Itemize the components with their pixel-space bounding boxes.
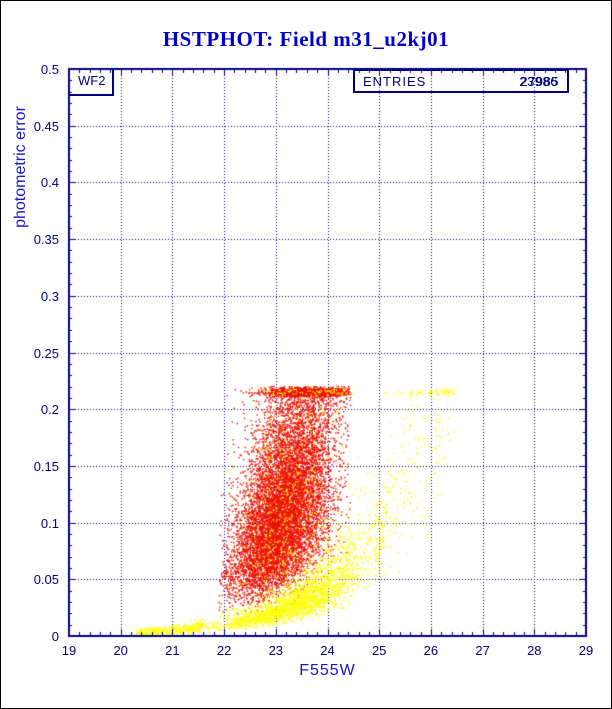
detector-label: WF2 xyxy=(78,73,106,88)
y-tick-label: 0.15 xyxy=(33,458,59,474)
entries-value-1: 27985 xyxy=(520,74,559,89)
entries-value: 27985 23986 xyxy=(513,74,559,90)
x-tick-label: 27 xyxy=(475,643,490,658)
y-tick-label: 0.1 xyxy=(40,515,59,531)
entries-value-2: 23986 xyxy=(519,74,558,89)
entries-box: ENTRIES 27985 23986 xyxy=(353,69,569,93)
y-tick-label: 0.35 xyxy=(33,232,59,248)
page-title: HSTPHOT: Field m31_u2kj01 xyxy=(162,27,450,51)
y-tick-label: 0.4 xyxy=(40,175,59,191)
x-tick-label: 26 xyxy=(423,643,439,658)
detector-label-box: WF2 xyxy=(69,69,114,96)
y-tick-label: 0 xyxy=(51,629,59,644)
entries-label: ENTRIES xyxy=(363,74,427,89)
x-tick-label: 24 xyxy=(320,643,335,658)
y-tick-label: 0.45 xyxy=(33,118,59,134)
x-tick-label: 22 xyxy=(216,643,232,658)
x-tick-label: 21 xyxy=(165,643,180,658)
y-tick-label: 0.3 xyxy=(40,288,59,304)
x-tick-label: 25 xyxy=(371,643,387,658)
x-tick-label: 19 xyxy=(61,643,77,658)
y-tick-label: 0.05 xyxy=(33,572,59,588)
x-axis-title: F555W xyxy=(299,662,356,679)
y-tick-label: 0.5 xyxy=(40,62,59,77)
y-tick-label: 0.2 xyxy=(40,402,59,418)
x-tick-label: 20 xyxy=(113,643,128,658)
x-tick-label: 23 xyxy=(268,643,284,658)
y-tick-label: 0.25 xyxy=(33,345,59,361)
x-tick-label: 29 xyxy=(578,643,594,658)
x-tick-label: 28 xyxy=(527,643,542,658)
